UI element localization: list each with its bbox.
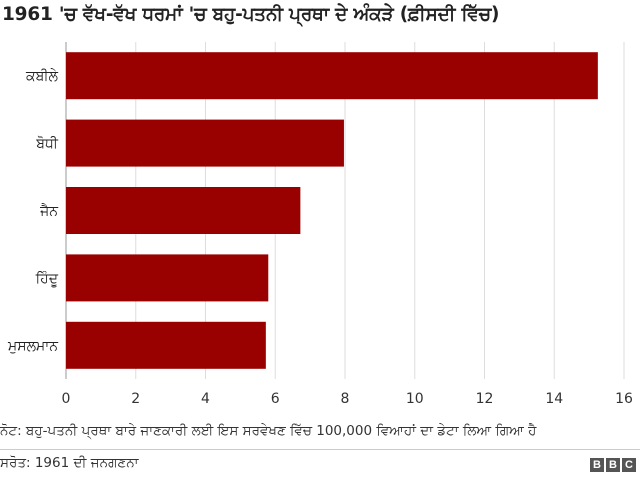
category-label: ਜੈਨ — [39, 203, 58, 220]
x-tick-label: 10 — [406, 391, 424, 407]
category-label: ਬੋਧੀ — [35, 136, 59, 152]
category-label: ਕਬੀਲੇ — [25, 69, 58, 85]
chart-source: ਸਰੋਤ: 1961 ਦੀ ਜਨਗਣਨਾ — [0, 455, 139, 471]
bar — [66, 254, 269, 302]
bar — [66, 52, 598, 100]
x-tick-label: 8 — [341, 391, 350, 407]
category-label: ਮੁਸਲਮਾਨ — [7, 338, 58, 354]
bbc-logo-letter: C — [622, 458, 636, 472]
x-tick-label: 0 — [62, 391, 71, 407]
bar — [66, 119, 344, 167]
bbc-logo: B B C — [590, 458, 636, 472]
bar — [66, 187, 301, 234]
bar-chart: 0 2 4 6 8 10 12 14 16 ਕਬੀਲੇ ਬੋਧੀ ਜੈਨ ਹਿੰਦੂ ਮੁਸਲਮਾਨ — [7, 42, 633, 407]
bar — [66, 321, 266, 369]
category-label: ਹਿੰਦੂ — [35, 270, 59, 287]
x-tick-label: 2 — [131, 391, 140, 407]
footer-divider — [0, 449, 640, 450]
chart-note: ਨੋਟ: ਬਹੁ-ਪਤਨੀ ਪ੍ਰਥਾ ਬਾਰੇ ਜਾਣਕਾਰੀ ਲਈ ਇਸ ਸ… — [0, 423, 537, 439]
chart-title: 1961 'ਚ ਵੱਖ-ਵੱਖ ਧਰਮਾਂ 'ਚ ਬਹੁ-ਪਤਨੀ ਪ੍ਰਥਾ … — [2, 4, 500, 25]
bbc-logo-letter: B — [590, 458, 604, 472]
x-tick-label: 4 — [201, 391, 210, 407]
bbc-logo-letter: B — [606, 458, 620, 472]
x-tick-label: 12 — [476, 391, 494, 407]
x-tick-label: 16 — [615, 391, 633, 407]
x-tick-label: 6 — [271, 391, 280, 407]
x-tick-label: 14 — [545, 391, 563, 407]
